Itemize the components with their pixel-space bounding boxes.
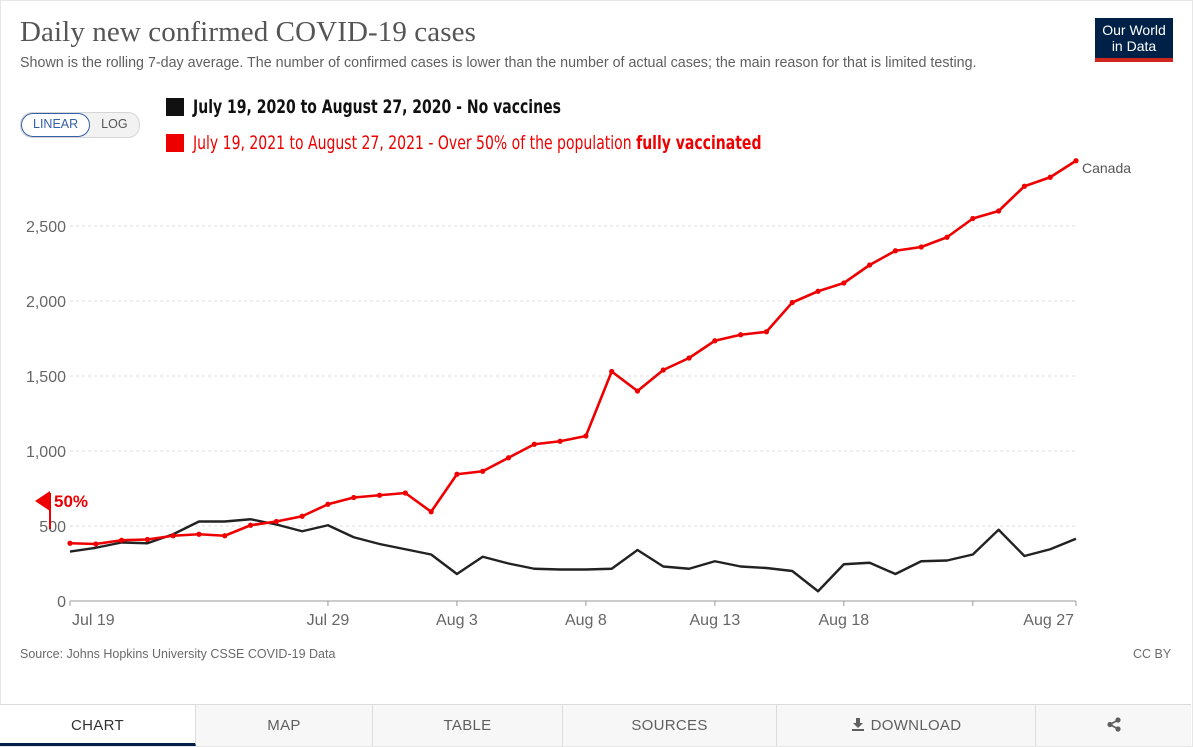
x-tick-label: Aug 8 (565, 612, 607, 629)
legend-label-red-prefix: July 19, 2021 to August 27, 2021 - Over … (193, 132, 637, 154)
data-point-2021 (634, 388, 641, 394)
log-scale-button[interactable]: LOG (101, 117, 128, 131)
data-point-2021 (273, 518, 279, 525)
data-point-2021 (1073, 158, 1079, 164)
data-point-2021 (247, 522, 254, 528)
download-icon (851, 718, 864, 731)
chart-subtitle: Shown is the rolling 7-day average. The … (20, 55, 977, 71)
legend-vaccinated: July 19, 2021 to August 27, 2021 - Over … (166, 132, 886, 154)
x-tick-label: Aug 3 (436, 612, 478, 629)
data-point-2021 (738, 332, 744, 338)
legend-label-red: July 19, 2021 to August 27, 2021 - Over … (193, 132, 761, 154)
data-point-2021 (196, 531, 202, 537)
annotation-label: 50% (54, 492, 88, 511)
tab-table[interactable]: TABLE (373, 705, 563, 746)
data-point-2021 (918, 244, 924, 250)
x-tick-label: Aug 18 (818, 612, 869, 629)
source-note: Source: Johns Hopkins University CSSE CO… (20, 647, 336, 661)
data-point-2021 (712, 338, 718, 344)
logo-line-2: in Data (1111, 38, 1157, 54)
legend-no-vaccines: July 19, 2020 to August 27, 2020 - No va… (166, 96, 642, 118)
series-end-label: Canada (1082, 160, 1131, 176)
data-point-2021 (815, 288, 821, 294)
data-point-2021 (351, 494, 357, 501)
tab-sources[interactable]: SOURCES (563, 705, 777, 746)
y-tick-label: 2,000 (26, 294, 66, 311)
linear-scale-button[interactable]: LINEAR (21, 113, 91, 137)
data-point-2021 (118, 537, 125, 543)
data-point-2021 (402, 490, 408, 496)
data-point-2021 (660, 367, 666, 373)
legend-swatch-black (166, 98, 184, 116)
data-point-2021 (996, 208, 1002, 214)
tab-share[interactable] (1036, 705, 1191, 746)
y-tick-label: 0 (57, 594, 66, 611)
tab-download[interactable]: DOWNLOAD (777, 705, 1036, 746)
data-point-2021 (892, 248, 899, 254)
data-point-2021 (841, 280, 847, 286)
data-point-2021 (763, 329, 770, 335)
y-tick-label: 1,000 (26, 444, 66, 461)
data-point-2021 (867, 262, 873, 268)
data-point-2021 (609, 368, 615, 375)
data-point-2021 (505, 455, 512, 461)
license-link[interactable]: CC BY (1133, 647, 1172, 661)
y-tick-label: 2,500 (26, 219, 66, 236)
tab-bar: CHART MAP TABLE SOURCES DOWNLOAD (0, 704, 1191, 746)
x-tick-label: Aug 27 (1023, 612, 1074, 629)
y-tick-label: 1,500 (26, 369, 66, 386)
data-point-2021 (67, 540, 73, 546)
tab-download-label: DOWNLOAD (870, 717, 962, 734)
y-tick-label: 500 (39, 519, 66, 536)
data-point-2021 (944, 234, 950, 240)
scale-toggle: LINEAR LOG (20, 112, 140, 138)
data-point-2021 (970, 215, 976, 222)
tab-chart[interactable]: CHART (0, 705, 196, 746)
x-tick-label: Aug 13 (690, 612, 741, 629)
data-point-2021 (376, 492, 383, 498)
data-point-2021 (1021, 183, 1028, 189)
data-point-2021 (480, 468, 486, 474)
chart-title: Daily new confirmed COVID-19 cases (20, 16, 476, 48)
annotation-flag (35, 491, 50, 511)
data-point-2021 (686, 355, 692, 361)
tab-map[interactable]: MAP (196, 705, 373, 746)
data-point-2021 (299, 513, 305, 519)
series-line-2021 (69, 159, 1077, 546)
data-point-2021 (789, 299, 795, 306)
data-point-2021 (144, 536, 150, 543)
data-point-2021 (557, 438, 563, 444)
legend-label-red-bold: fully vaccinated (636, 132, 762, 154)
x-tick-label: Jul 19 (72, 612, 115, 629)
data-point-2021 (1047, 174, 1053, 180)
series-line-2020 (69, 518, 1077, 593)
share-icon (1106, 717, 1121, 732)
legend-swatch-red (166, 134, 184, 152)
data-point-2021 (428, 509, 434, 515)
data-point-2021 (93, 541, 99, 547)
data-point-2021 (531, 441, 537, 447)
data-point-2021 (583, 433, 589, 439)
data-point-2021 (454, 471, 460, 477)
data-point-2021 (325, 501, 331, 507)
x-tick-label: Jul 29 (307, 612, 350, 629)
owid-logo[interactable]: Our World in Data (1095, 18, 1173, 62)
logo-line-1: Our World (1102, 22, 1166, 38)
data-point-2021 (170, 533, 176, 539)
data-point-2021 (222, 533, 228, 539)
legend-label-black: July 19, 2020 to August 27, 2020 - No va… (193, 96, 561, 118)
